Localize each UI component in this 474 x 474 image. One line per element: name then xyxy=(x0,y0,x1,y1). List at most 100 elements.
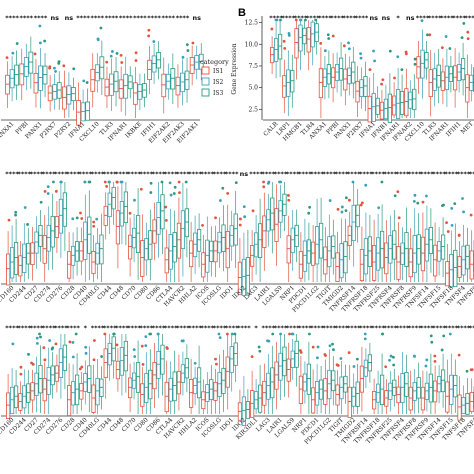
box-is3 xyxy=(172,232,177,263)
outlier-point xyxy=(221,186,225,190)
outlier-point xyxy=(267,339,271,343)
box-is2 xyxy=(351,386,356,407)
outlier-point xyxy=(38,41,42,45)
significance-label: **** xyxy=(103,170,117,178)
box-is3 xyxy=(277,33,283,60)
outlier-point xyxy=(279,180,283,184)
outlier-point xyxy=(469,368,473,372)
outlier-point xyxy=(290,332,294,336)
outlier-point xyxy=(242,205,246,209)
box-is3 xyxy=(111,336,116,362)
significance-label: **** xyxy=(469,170,474,178)
box-is3 xyxy=(355,381,360,407)
outlier-point xyxy=(336,207,340,211)
box-is1 xyxy=(420,236,426,272)
box-is2 xyxy=(9,69,15,89)
outlier-point xyxy=(115,180,119,184)
box-is2 xyxy=(383,98,388,120)
outlier-point xyxy=(412,354,416,358)
outlier-point xyxy=(457,234,461,237)
outlier-point xyxy=(430,340,434,344)
significance-label: **** xyxy=(54,170,68,178)
significance-label: ns xyxy=(192,14,201,22)
outlier-point xyxy=(115,52,119,55)
outlier-point xyxy=(48,339,52,342)
outlier-point xyxy=(141,362,145,366)
outlier-point xyxy=(287,194,290,197)
box-is1 xyxy=(67,251,72,279)
box-is2 xyxy=(168,234,173,270)
outlier-point xyxy=(14,210,18,214)
outlier-point xyxy=(363,337,367,341)
outlier-point xyxy=(233,332,237,336)
box-is3 xyxy=(331,370,336,392)
box-is1 xyxy=(237,261,243,296)
significance-label: **** xyxy=(5,170,19,178)
significance-label: **** xyxy=(432,324,446,332)
panel-b-letter: B xyxy=(238,7,246,19)
significance-label: **** xyxy=(161,14,175,22)
outlier-point xyxy=(111,50,114,53)
significance-label: **** xyxy=(78,170,92,178)
outlier-point xyxy=(35,336,39,340)
box-is3 xyxy=(99,56,105,80)
significance-label: **** xyxy=(452,14,466,22)
outlier-point xyxy=(442,334,446,338)
outlier-point xyxy=(347,198,351,202)
box-is1 xyxy=(392,95,397,116)
outlier-point xyxy=(336,364,340,367)
significance-label: **** xyxy=(139,324,153,332)
outlier-point xyxy=(262,180,265,184)
outlier-point xyxy=(340,205,344,209)
outlier-point xyxy=(219,199,222,202)
box-is1 xyxy=(335,252,340,282)
box-is1 xyxy=(103,348,108,378)
box-is1 xyxy=(465,74,470,103)
box-is3 xyxy=(233,213,238,246)
outlier-point xyxy=(92,358,96,362)
significance-label: **** xyxy=(176,170,190,178)
outlier-point xyxy=(275,18,279,22)
outlier-point xyxy=(450,207,454,210)
box-is1 xyxy=(274,361,279,390)
outlier-point xyxy=(144,335,148,339)
significance-label: **** xyxy=(396,324,410,332)
legend-swatch-is3 xyxy=(201,88,210,97)
outlier-point xyxy=(442,203,445,207)
box-is1 xyxy=(408,248,413,278)
significance-label: **** xyxy=(310,324,324,332)
box-is2 xyxy=(339,243,344,279)
box-is2 xyxy=(290,227,295,254)
box-is2 xyxy=(339,376,344,400)
box-is1 xyxy=(176,222,182,259)
box-is2 xyxy=(217,371,222,397)
outlier-point xyxy=(54,342,58,346)
significance-label: **** xyxy=(322,324,336,332)
outlier-point xyxy=(51,346,55,350)
box-is1 xyxy=(250,245,255,267)
outlier-point xyxy=(238,223,242,227)
box-is3 xyxy=(379,374,385,405)
outlier-point xyxy=(105,60,109,64)
box-is1 xyxy=(372,391,377,410)
box-is1 xyxy=(103,205,108,226)
box-is1 xyxy=(225,356,230,388)
outlier-point xyxy=(457,353,461,357)
box-is1 xyxy=(306,27,311,53)
box-is3 xyxy=(282,346,287,377)
outlier-point xyxy=(168,181,172,185)
outlier-point xyxy=(466,30,470,34)
box-is3 xyxy=(306,363,311,395)
box-is3 xyxy=(50,215,55,248)
outlier-point xyxy=(234,181,238,185)
significance-label: **** xyxy=(310,170,324,178)
significance-label: **** xyxy=(225,324,239,332)
outlier-point xyxy=(368,68,372,72)
outlier-point xyxy=(328,344,332,348)
panel-a: ****ANXA1****PPBI****PANX1nsP2RX7nsP2RY2… xyxy=(0,14,204,145)
legend-items: IS1 IS2 IS3 xyxy=(201,66,223,97)
box-is2 xyxy=(95,377,100,406)
outlier-point xyxy=(359,56,363,60)
significance-label: **** xyxy=(17,324,31,332)
box-is1 xyxy=(164,247,169,274)
